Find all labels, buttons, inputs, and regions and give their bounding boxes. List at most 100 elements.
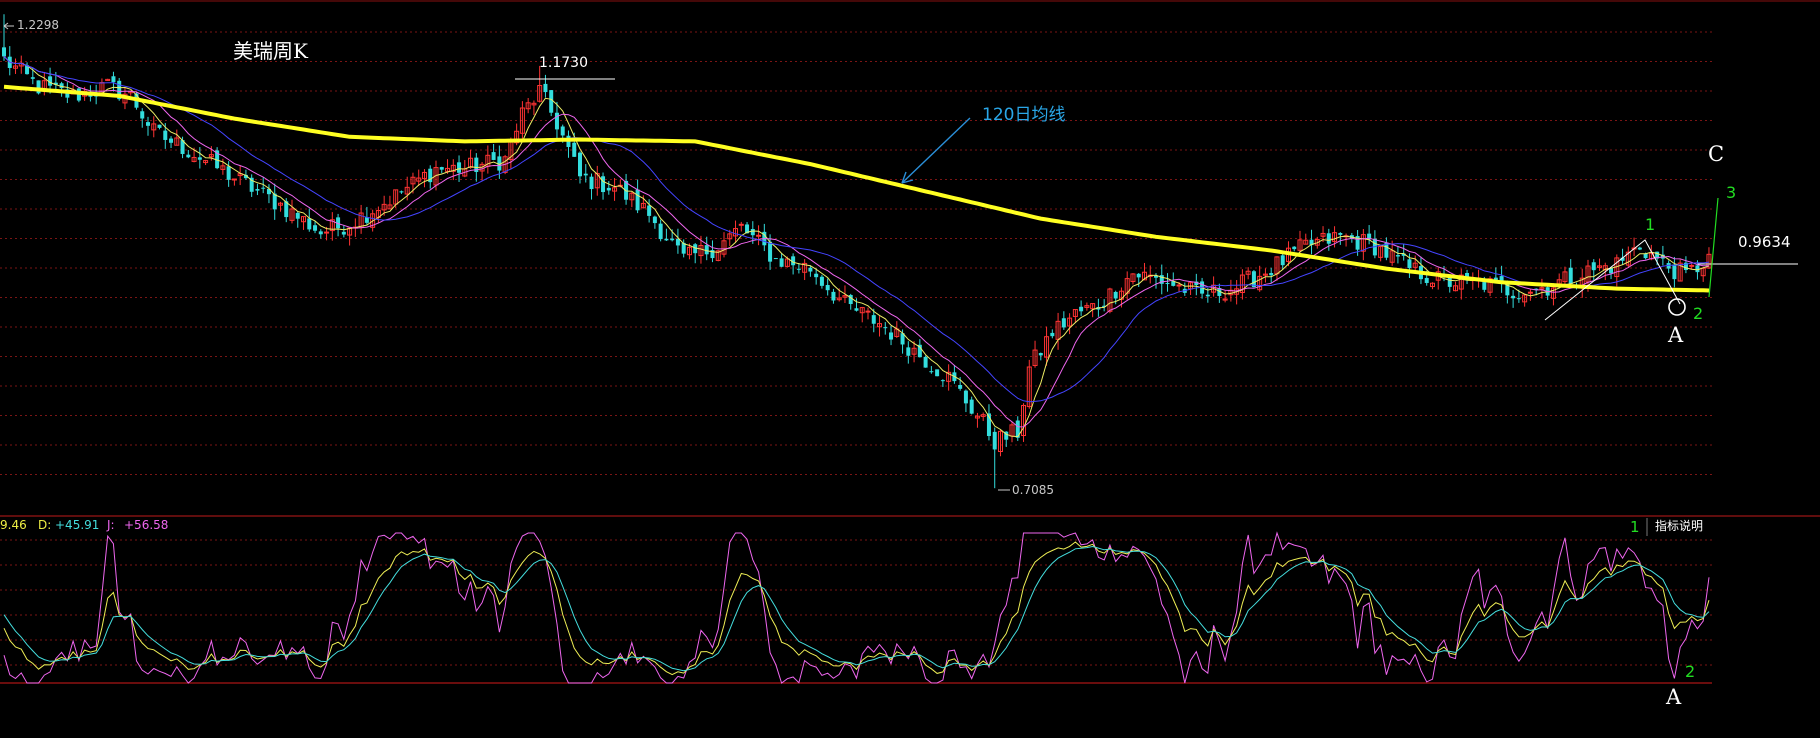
last-price-label: 0.9634: [1738, 233, 1791, 251]
candle-body-up: [191, 157, 197, 162]
candle-body-down: [1407, 259, 1412, 269]
candle-body-down: [1038, 353, 1043, 356]
candle-body-down: [1159, 275, 1164, 284]
candle-body-down: [791, 256, 796, 266]
candle-body-up: [329, 219, 335, 232]
candle-body-up: [404, 186, 410, 195]
candle-body-up: [1527, 291, 1533, 294]
candle-body-down: [929, 371, 934, 373]
candle-body-up: [1044, 336, 1050, 358]
candle-body-up: [865, 310, 871, 313]
candle-body-up: [997, 430, 1003, 453]
candle-body-down: [704, 245, 709, 255]
candle-body-down: [1447, 277, 1452, 287]
candle-body-down: [906, 347, 911, 356]
max-price-label: 1.2298: [17, 18, 59, 32]
candle-body-down: [48, 76, 53, 86]
candle-body-down: [1165, 283, 1170, 285]
candle-body-up: [1314, 238, 1320, 246]
candle-body-up: [525, 102, 531, 110]
candle-body-down: [146, 122, 150, 126]
moving-average-lines: [3, 56, 1710, 438]
kdj-header-j: +56.58: [124, 518, 168, 532]
candle-body-down: [606, 187, 611, 191]
candle-body-up: [721, 240, 727, 255]
candle-body-down: [831, 291, 836, 301]
candle-body-up: [784, 258, 790, 267]
candle-body-up: [277, 202, 283, 206]
candle-body-down: [117, 80, 122, 100]
candle-body-up: [1378, 246, 1384, 258]
indicator-sub-a-label: A: [1665, 685, 1682, 709]
chart-grid: [0, 0, 1820, 684]
candle-body-up: [1084, 305, 1090, 308]
candle-body-up: [686, 246, 692, 256]
candle-body-up: [1245, 270, 1251, 275]
candle-body-up: [698, 245, 704, 257]
candle-body-down: [36, 80, 41, 94]
candle-body-down: [808, 267, 813, 272]
candle-body-down: [1505, 283, 1510, 296]
candle-body-up: [514, 130, 520, 144]
chart-title: 美瑞周K: [233, 39, 309, 63]
candle-body-up: [859, 307, 865, 314]
candle-body-down: [1516, 298, 1521, 300]
candle-body-down: [796, 268, 801, 270]
candle-body-down: [745, 224, 750, 234]
candle-body-down: [1395, 255, 1400, 257]
candle-body-up: [802, 262, 808, 273]
candle-body-down: [1326, 233, 1331, 244]
wave-a-circle: [1668, 298, 1686, 316]
candle-body-down: [1292, 246, 1297, 250]
candle-body-up: [1297, 239, 1303, 251]
candle-body-up: [640, 202, 646, 209]
candle-body-up: [231, 178, 237, 181]
candle-body-up: [1262, 273, 1268, 276]
candle-body-down: [958, 385, 963, 389]
candle-body-up: [1550, 287, 1556, 299]
ma10-line: [3, 56, 1710, 428]
peak-price-label: 1.1730: [539, 55, 588, 71]
candle-body-up: [13, 65, 19, 69]
candle-body-down: [215, 150, 220, 169]
candle-body-up: [1257, 275, 1263, 291]
candle-body-up: [1562, 271, 1568, 283]
candle-body-down: [825, 285, 830, 291]
candle-body-up: [836, 297, 842, 301]
candle-body-down: [779, 258, 784, 267]
candle-body-up: [1067, 317, 1073, 327]
candle-body-down: [1004, 431, 1009, 440]
ma120-label: 120日均线: [982, 105, 1065, 125]
kdj-j-line: [3, 531, 1710, 684]
candle-body-up: [1677, 262, 1683, 282]
indicator-info-button[interactable]: 指标说明: [1646, 518, 1703, 536]
candle-body-down: [940, 380, 945, 382]
candle-body-down: [1217, 288, 1222, 296]
candle-body-down: [647, 205, 652, 216]
candle-body-up: [1429, 282, 1435, 288]
candle-body-down: [750, 228, 755, 236]
candle-body-up: [450, 164, 456, 172]
candle-body-down: [675, 238, 680, 246]
kdj-k-line: [3, 541, 1710, 676]
candle-body-down: [1465, 272, 1470, 277]
candle-body-up: [421, 171, 427, 180]
candle-body-up: [324, 231, 330, 234]
candle-body-down: [1493, 277, 1498, 281]
candle-body-down: [773, 258, 778, 260]
candle-body-down: [399, 191, 404, 193]
ma120-pointer-line: [901, 117, 971, 184]
candle-body-down: [163, 130, 168, 140]
candle-body-up: [911, 347, 917, 355]
candle-body-down: [364, 217, 369, 223]
candle-body-down: [1609, 268, 1614, 274]
candle-body-up: [1130, 273, 1136, 282]
candle-body-down: [313, 225, 318, 231]
candle-body-up: [1487, 278, 1493, 293]
candle-body-down: [140, 111, 145, 119]
indicator-info-button-label[interactable]: 指标说明: [1655, 518, 1703, 533]
candle-body-down: [1695, 265, 1700, 273]
candle-body-down: [59, 83, 64, 89]
candle-body-down: [1637, 247, 1642, 250]
candle-body-down: [88, 95, 93, 97]
